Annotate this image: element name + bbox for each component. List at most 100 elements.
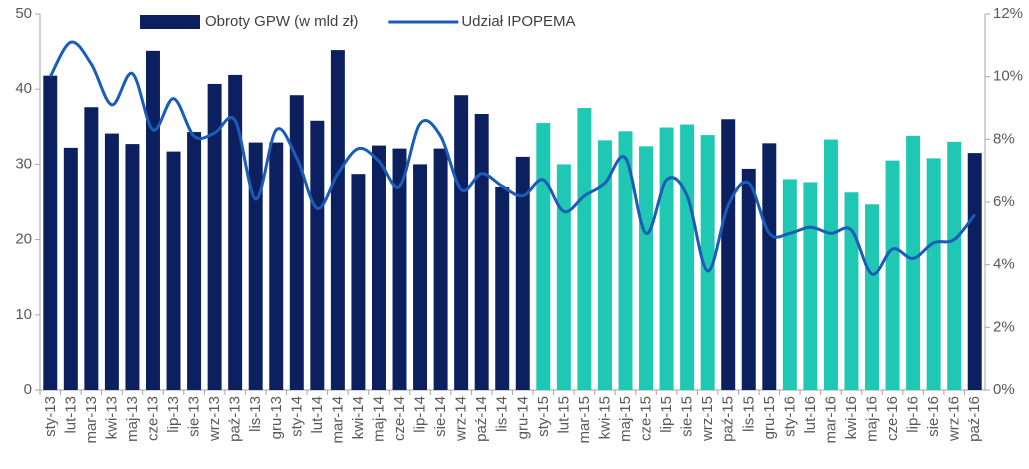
bar	[474, 114, 489, 391]
bar	[63, 147, 78, 390]
x-tick-label: lis-15	[740, 396, 757, 432]
bar	[618, 131, 633, 390]
x-tick-label: mar-16	[822, 396, 839, 444]
x-tick-label: maj-14	[370, 396, 387, 442]
x-tick-label: gru-15	[761, 396, 778, 439]
x-tick-label: lis-14	[494, 396, 511, 432]
x-tick-label: sie-15	[679, 396, 696, 437]
x-tick-label: maj-16	[864, 396, 881, 442]
bar	[823, 139, 838, 390]
y2-tick-label: 12%	[993, 5, 1023, 22]
bar	[43, 75, 58, 390]
x-tick-label: sie-13	[186, 396, 203, 437]
y-tick-label: 50	[15, 5, 32, 22]
bar	[721, 119, 736, 390]
y2-tick-label: 2%	[993, 318, 1015, 335]
x-tick-label: gru-13	[268, 396, 285, 439]
x-tick-label: sty-15	[535, 396, 552, 437]
x-tick-label: lis-13	[247, 396, 264, 432]
x-tick-label: kwi-14	[350, 396, 367, 439]
bar	[310, 120, 325, 390]
y2-tick-label: 0%	[993, 381, 1015, 398]
x-tick-label: cze-14	[391, 396, 408, 441]
x-tick-label: mar-14	[329, 396, 346, 444]
x-tick-label: maj-15	[617, 396, 634, 442]
x-tick-label: lip-15	[658, 396, 675, 433]
x-tick-label: gru-14	[514, 396, 531, 439]
bar	[515, 156, 530, 390]
y-tick-label: 30	[15, 155, 32, 172]
bar	[125, 144, 140, 390]
x-tick-label: mar-13	[83, 396, 100, 444]
bar	[659, 127, 674, 390]
bar	[782, 179, 797, 390]
bar	[289, 95, 304, 390]
bar	[700, 135, 715, 390]
x-tick-label: maj-13	[124, 396, 141, 442]
bar	[680, 124, 695, 390]
x-tick-label: sty-16	[781, 396, 798, 437]
bar	[371, 145, 386, 390]
x-tick-label: lip-14	[412, 396, 429, 433]
bar	[228, 74, 243, 391]
x-tick-label: lut-14	[309, 396, 326, 434]
y-tick-label: 10	[15, 306, 32, 323]
x-tick-label: cze-15	[638, 396, 655, 441]
bar	[413, 164, 428, 390]
bar	[741, 168, 756, 390]
bar	[639, 146, 654, 390]
bar	[926, 158, 941, 390]
x-tick-label: sty-13	[42, 396, 59, 437]
x-tick-label: paź-13	[227, 396, 244, 442]
bar	[84, 107, 99, 391]
x-tick-label: sie-14	[432, 396, 449, 437]
bar	[495, 186, 510, 390]
x-tick-label: paź-14	[473, 396, 490, 442]
x-tick-label: mar-15	[576, 396, 593, 444]
x-tick-label: wrz-16	[946, 396, 963, 442]
x-tick-label: wrz-13	[206, 396, 223, 442]
bar	[536, 123, 551, 390]
x-tick-label: paź-16	[966, 396, 983, 442]
x-tick-label: kwi-15	[596, 396, 613, 439]
bar	[803, 182, 818, 390]
bar	[166, 151, 181, 390]
bar	[844, 192, 859, 390]
bar	[248, 142, 263, 390]
bar	[351, 174, 366, 390]
x-tick-label: lip-16	[905, 396, 922, 433]
line	[48, 40, 976, 276]
x-tick-label: cze-13	[144, 396, 161, 441]
bar	[865, 204, 879, 390]
y-tick-label: 40	[15, 80, 32, 97]
x-tick-label: wrz-15	[699, 396, 716, 442]
y2-tick-label: 10%	[993, 68, 1023, 85]
bar	[433, 148, 448, 390]
x-tick-label: paź-15	[720, 396, 737, 442]
y2-tick-label: 6%	[993, 193, 1015, 210]
legend-label: Obroty GPW (w mld zł)	[205, 13, 358, 30]
bar	[967, 153, 982, 390]
y-tick-label: 0	[24, 381, 32, 398]
bar	[597, 140, 612, 390]
bar	[187, 132, 202, 390]
x-tick-label: kwi-13	[103, 396, 120, 439]
bar	[454, 95, 469, 390]
bar	[556, 164, 571, 390]
bar	[577, 108, 592, 390]
x-tick-label: lip-13	[165, 396, 182, 433]
x-tick-label: sty-14	[288, 396, 305, 437]
bar	[207, 83, 222, 390]
x-tick-label: lut-16	[802, 396, 819, 434]
x-tick-label: sie-16	[925, 396, 942, 437]
y2-tick-label: 8%	[993, 130, 1015, 147]
y2-tick-label: 4%	[993, 256, 1015, 273]
bar	[330, 50, 345, 390]
y-tick-label: 20	[15, 231, 32, 248]
bar	[392, 148, 407, 390]
bar	[762, 143, 777, 390]
legend-swatch	[140, 15, 200, 29]
bar	[947, 141, 962, 390]
x-tick-label: cze-16	[884, 396, 901, 441]
